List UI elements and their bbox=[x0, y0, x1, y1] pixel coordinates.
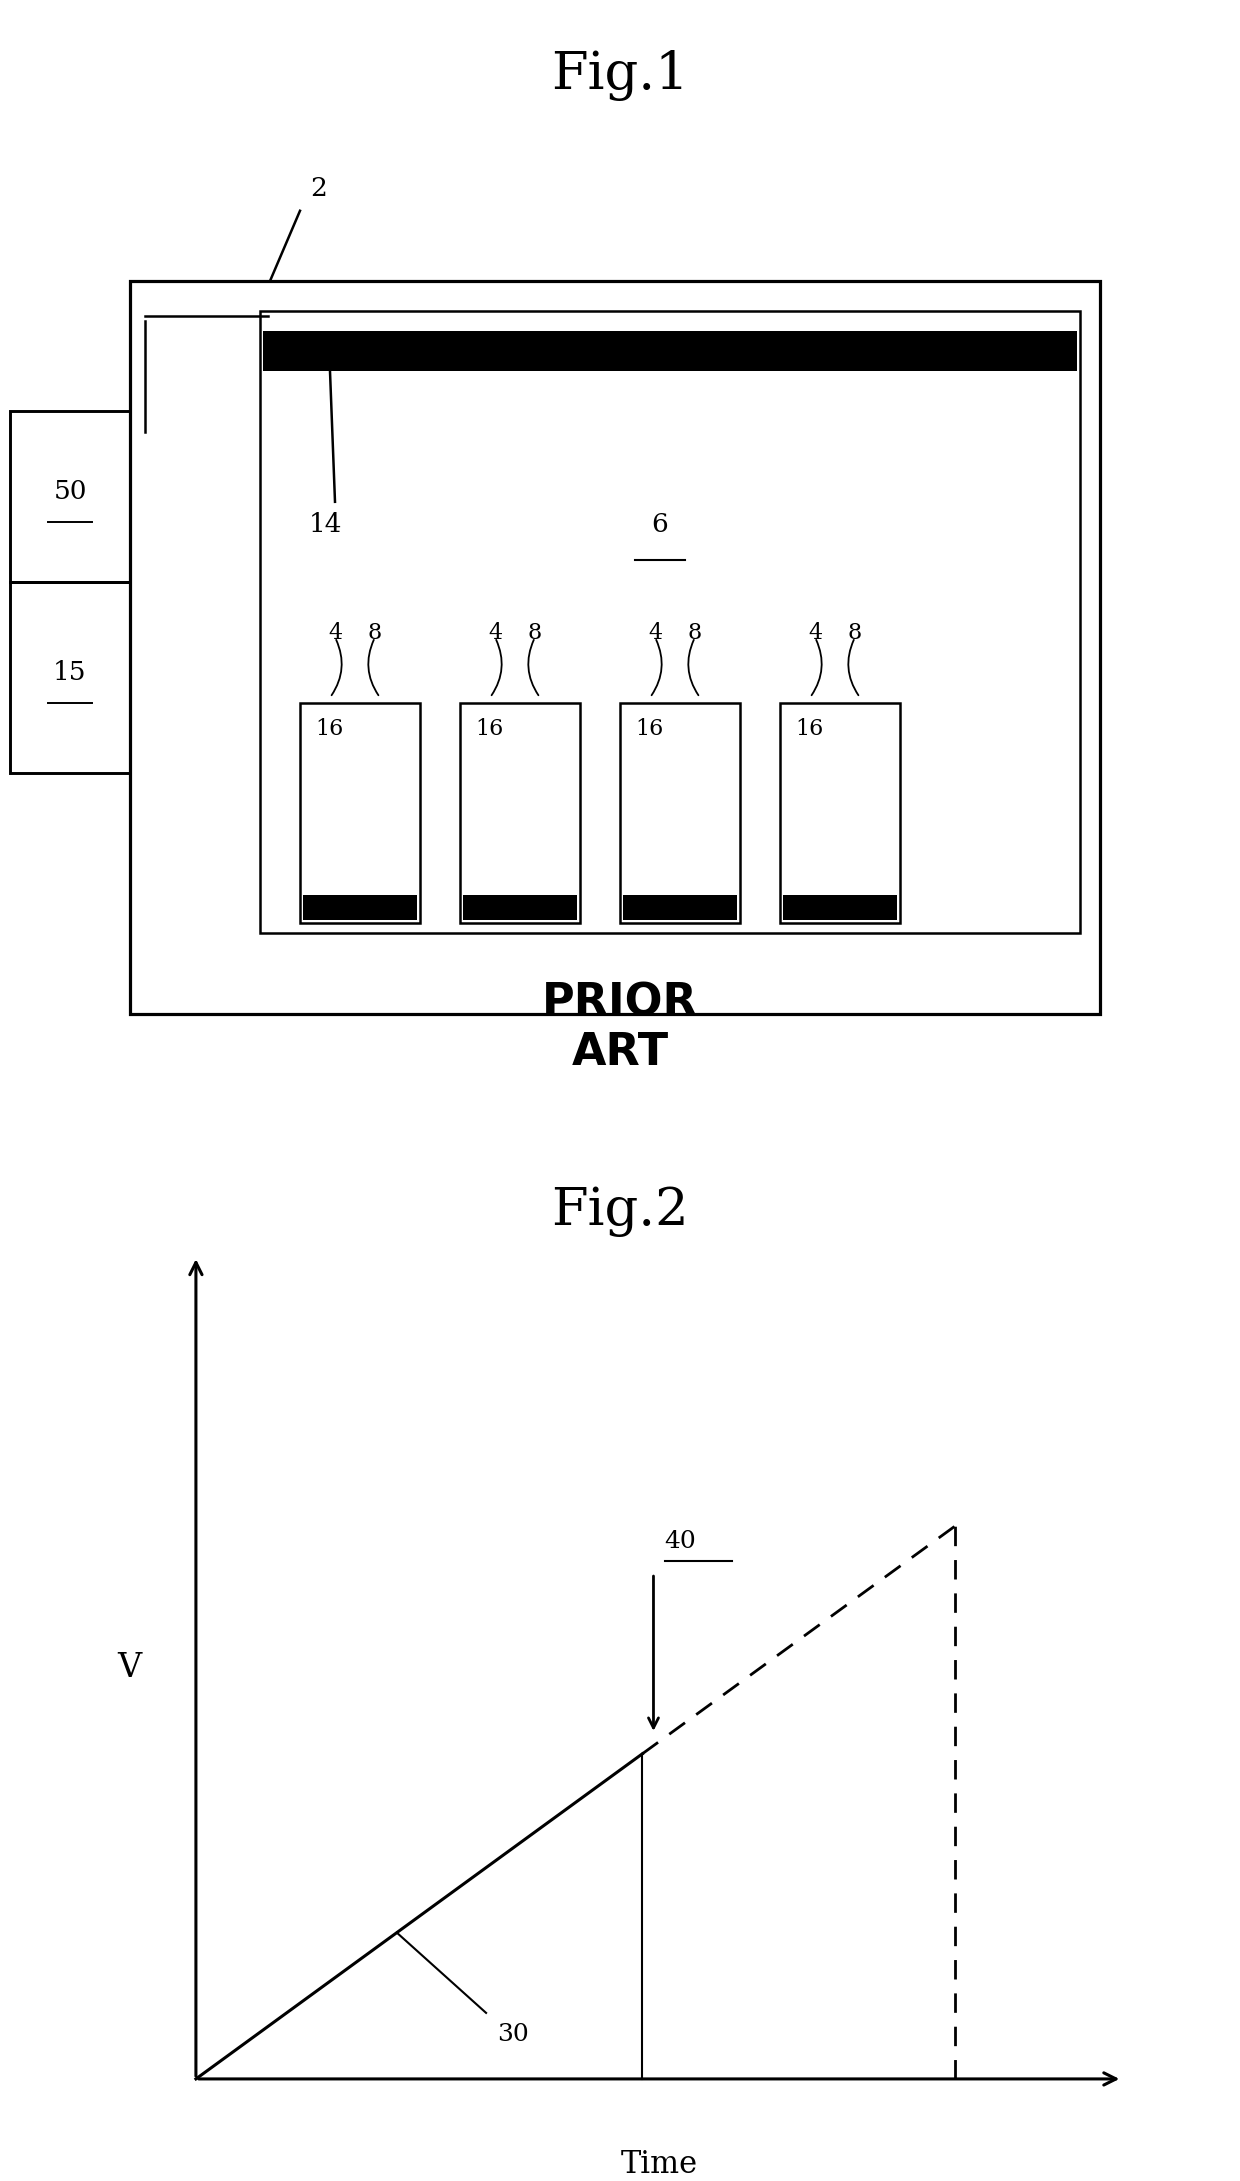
Text: 4: 4 bbox=[808, 622, 822, 643]
Text: 50: 50 bbox=[53, 480, 87, 504]
Text: 8: 8 bbox=[528, 622, 542, 643]
Bar bbox=[260, 312, 1080, 933]
Text: 4: 4 bbox=[487, 622, 502, 643]
Text: 4: 4 bbox=[327, 622, 342, 643]
Text: 15: 15 bbox=[53, 661, 87, 685]
Text: Fig.1: Fig.1 bbox=[551, 50, 689, 100]
Text: PRIOR
ART: PRIOR ART bbox=[542, 981, 698, 1073]
Text: 8: 8 bbox=[368, 622, 382, 643]
Text: 30: 30 bbox=[497, 2024, 529, 2046]
Bar bbox=[303, 894, 417, 920]
Text: 16: 16 bbox=[795, 718, 823, 739]
Text: 16: 16 bbox=[635, 718, 663, 739]
Text: Time: Time bbox=[620, 2148, 698, 2181]
Bar bbox=[300, 702, 420, 923]
Bar bbox=[622, 894, 737, 920]
Text: 8: 8 bbox=[848, 622, 862, 643]
Text: 4: 4 bbox=[649, 622, 662, 643]
Text: 16: 16 bbox=[475, 718, 503, 739]
Text: V: V bbox=[117, 1651, 141, 1684]
Bar bbox=[463, 894, 577, 920]
Text: 8: 8 bbox=[688, 622, 702, 643]
Text: Fig.2: Fig.2 bbox=[552, 1186, 688, 1237]
Text: 6: 6 bbox=[652, 513, 668, 537]
Bar bbox=[10, 582, 130, 772]
Text: 40: 40 bbox=[665, 1531, 697, 1553]
Text: 16: 16 bbox=[315, 718, 343, 739]
Bar bbox=[130, 281, 1100, 1014]
Bar bbox=[782, 894, 897, 920]
Bar bbox=[10, 412, 130, 582]
Bar bbox=[620, 702, 740, 923]
Bar bbox=[460, 702, 580, 923]
Text: 2: 2 bbox=[310, 177, 327, 201]
Bar bbox=[263, 332, 1078, 371]
Bar bbox=[780, 702, 900, 923]
Text: 14: 14 bbox=[309, 513, 342, 537]
